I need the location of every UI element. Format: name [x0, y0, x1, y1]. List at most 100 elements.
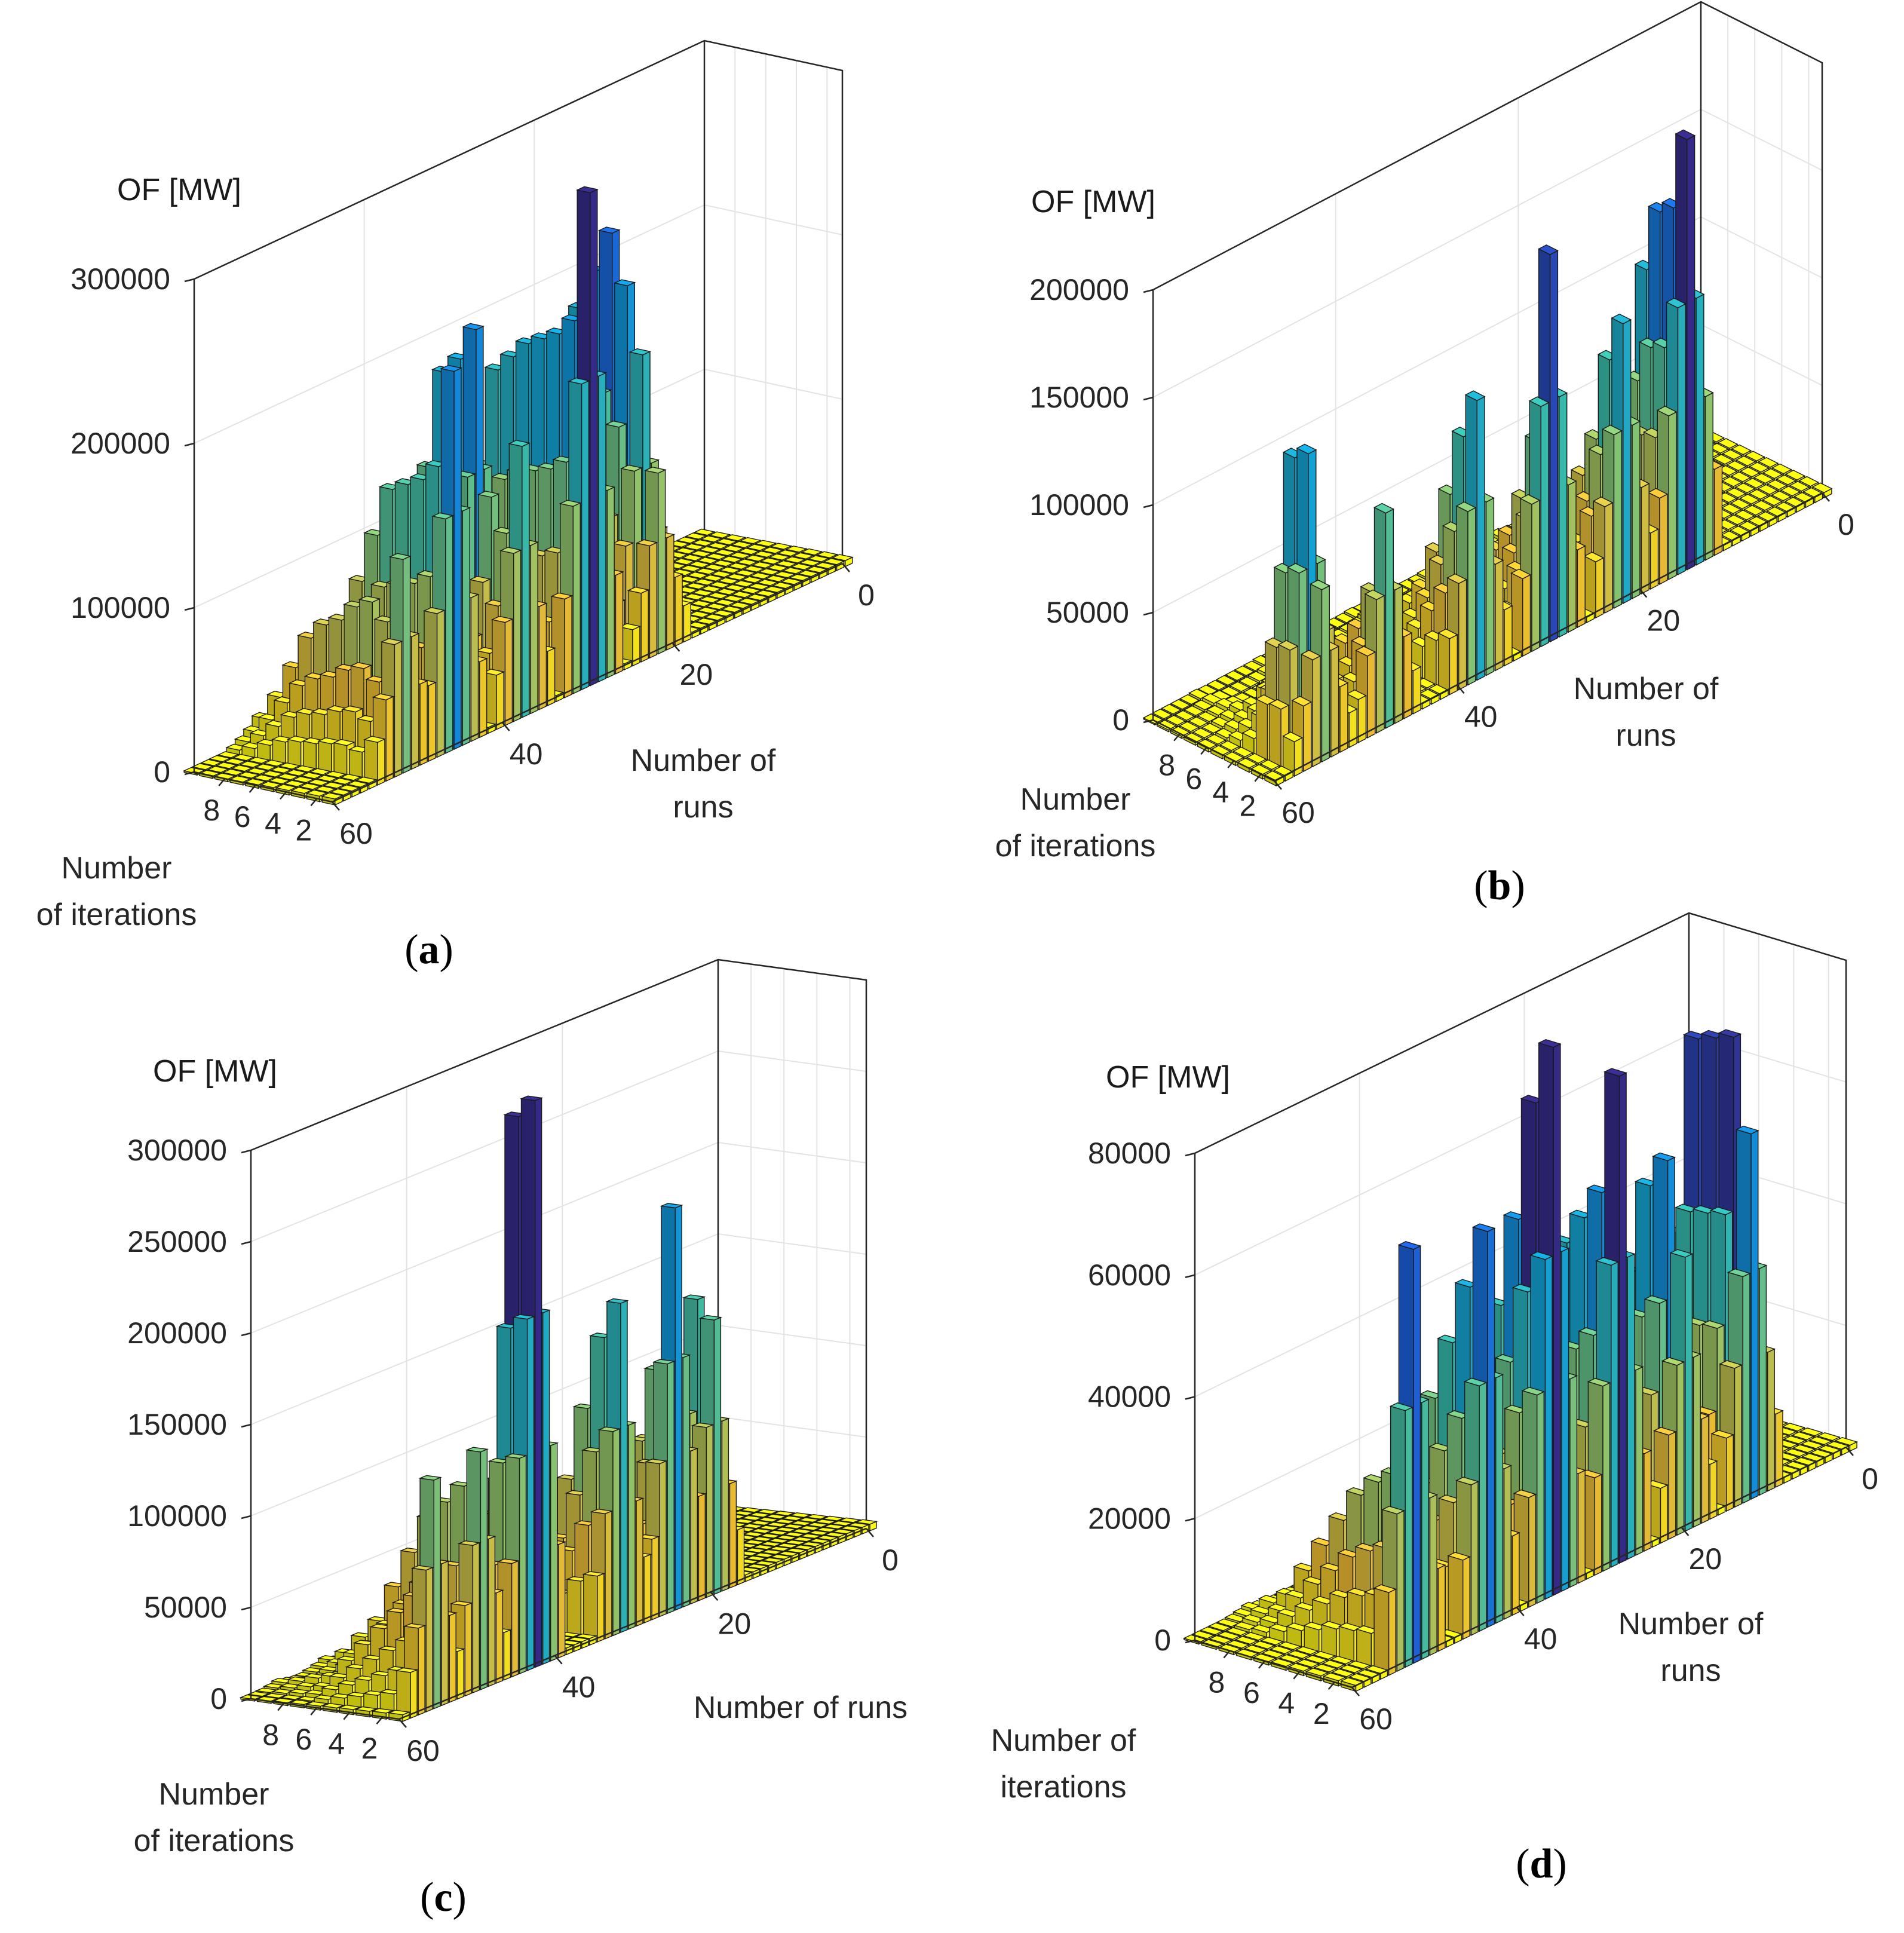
- z-tick-mark: [1143, 504, 1154, 508]
- bar-top-face: [689, 550, 713, 557]
- bar-top-face: [761, 546, 784, 554]
- bar-top-face: [768, 553, 791, 561]
- bar-front-face: [590, 188, 598, 687]
- z-tick-mark: [1143, 611, 1154, 616]
- bar-top-face: [705, 553, 728, 560]
- bar-top-face: [700, 535, 723, 543]
- bars: [183, 186, 854, 806]
- bar-top-face: [705, 602, 728, 610]
- bar-front-face: [504, 618, 513, 727]
- panel-caption: (b): [1474, 863, 1525, 909]
- bar-top-face: [766, 564, 789, 572]
- bar-top-face: [749, 572, 772, 580]
- bar-top-face: [703, 563, 726, 571]
- bar-front-face: [572, 502, 581, 694]
- bar-top-face: [710, 570, 733, 578]
- bar-top-face: [752, 550, 775, 558]
- bar-top-face: [676, 536, 699, 544]
- bar-front-face: [1522, 574, 1531, 657]
- bar-front-face: [666, 534, 674, 651]
- bar-top-face: [790, 563, 813, 571]
- bar-top-face: [722, 545, 745, 552]
- bar-front-face: [1321, 585, 1330, 763]
- bar-top-face: [781, 567, 805, 574]
- bar-top-face: [741, 576, 764, 584]
- bar-front-face: [657, 469, 666, 655]
- bar-top-face: [701, 574, 725, 582]
- bar-front-face: [479, 657, 488, 739]
- bar-top-face: [695, 568, 718, 575]
- bar-front-face: [1687, 134, 1695, 571]
- iteration-tick-label: 2: [1240, 789, 1256, 823]
- bar-front-face: [1713, 464, 1723, 556]
- bar-top-face: [688, 560, 711, 568]
- iteration-axis-label: of iterations: [995, 829, 1156, 863]
- bar-side-face: [1511, 572, 1523, 657]
- bar-top-face: [691, 589, 715, 596]
- bar-top-face: [717, 577, 740, 584]
- bar-top-face: [698, 546, 721, 553]
- bar-front-face: [1577, 545, 1586, 629]
- bar-top-face: [681, 554, 704, 562]
- iteration-tick-label: 4: [1212, 776, 1229, 809]
- bar-front-face: [1613, 430, 1623, 609]
- bar-front-face: [462, 507, 470, 746]
- bar-front-face: [1367, 651, 1376, 739]
- iteration-axis-label: Number: [1020, 782, 1131, 817]
- bar-front-face: [674, 573, 683, 647]
- bar-top-face: [737, 547, 761, 555]
- bar-top-face: [800, 548, 823, 556]
- bar-front-face: [428, 681, 436, 762]
- bar-top-face: [742, 565, 765, 573]
- run-tick-label: 60: [1281, 796, 1315, 829]
- bar-front-face: [1704, 392, 1713, 561]
- bar-front-face: [606, 486, 615, 679]
- bar-top-face: [712, 559, 735, 567]
- bar-top-face: [706, 542, 729, 550]
- bar-front-face: [436, 609, 445, 758]
- z-tick-mark: [184, 442, 195, 447]
- z-tick-mark: [1143, 396, 1154, 401]
- bar-front-face: [1394, 585, 1403, 724]
- bar-front-face: [385, 696, 394, 782]
- bar-front-face: [1330, 645, 1339, 758]
- bar-top-face: [797, 569, 820, 577]
- bar-top-face: [679, 565, 703, 572]
- run-tick-label: 40: [510, 737, 543, 771]
- z-tick-mark: [184, 606, 195, 611]
- bar-front-face: [1668, 411, 1677, 580]
- bar-top-face: [693, 578, 716, 586]
- bar-top-face: [719, 566, 741, 574]
- bar-side-face: [1584, 555, 1596, 619]
- bar-top-face: [758, 568, 781, 575]
- bar-top-face: [715, 588, 738, 596]
- bar-front-face: [1659, 493, 1668, 585]
- z-axis-label: OF [MW]: [117, 173, 241, 207]
- bar-top-face: [689, 600, 713, 607]
- bar-top-face: [723, 584, 747, 592]
- bar-front-face: [538, 602, 547, 710]
- bar-front-face: [522, 442, 530, 718]
- iteration-tick-label: 8: [1158, 749, 1175, 782]
- bar-top-face: [769, 543, 793, 550]
- bar-top-face: [707, 592, 730, 599]
- iteration-tick-label: 2: [295, 813, 312, 847]
- bar-top-face: [746, 544, 769, 551]
- bar-front-face: [615, 571, 624, 675]
- run-axis-label: runs: [673, 790, 733, 825]
- iteration-axis-label: Number: [62, 851, 172, 886]
- bar-front-face: [1303, 701, 1312, 773]
- bar: [1583, 552, 1605, 619]
- z-tick-label: 200000: [70, 427, 170, 460]
- z-tick-label: 0: [154, 755, 170, 789]
- run-tick-label: 0: [858, 578, 875, 612]
- bar-top-face: [698, 596, 721, 604]
- bar-top-face: [754, 590, 777, 597]
- bar-top-face: [773, 571, 796, 578]
- panel-caption: (a): [404, 927, 453, 973]
- bar-top-face: [686, 571, 709, 579]
- bar-front-face: [496, 671, 504, 730]
- iteration-tick-label: 4: [265, 807, 281, 840]
- bar-top-face: [754, 540, 777, 547]
